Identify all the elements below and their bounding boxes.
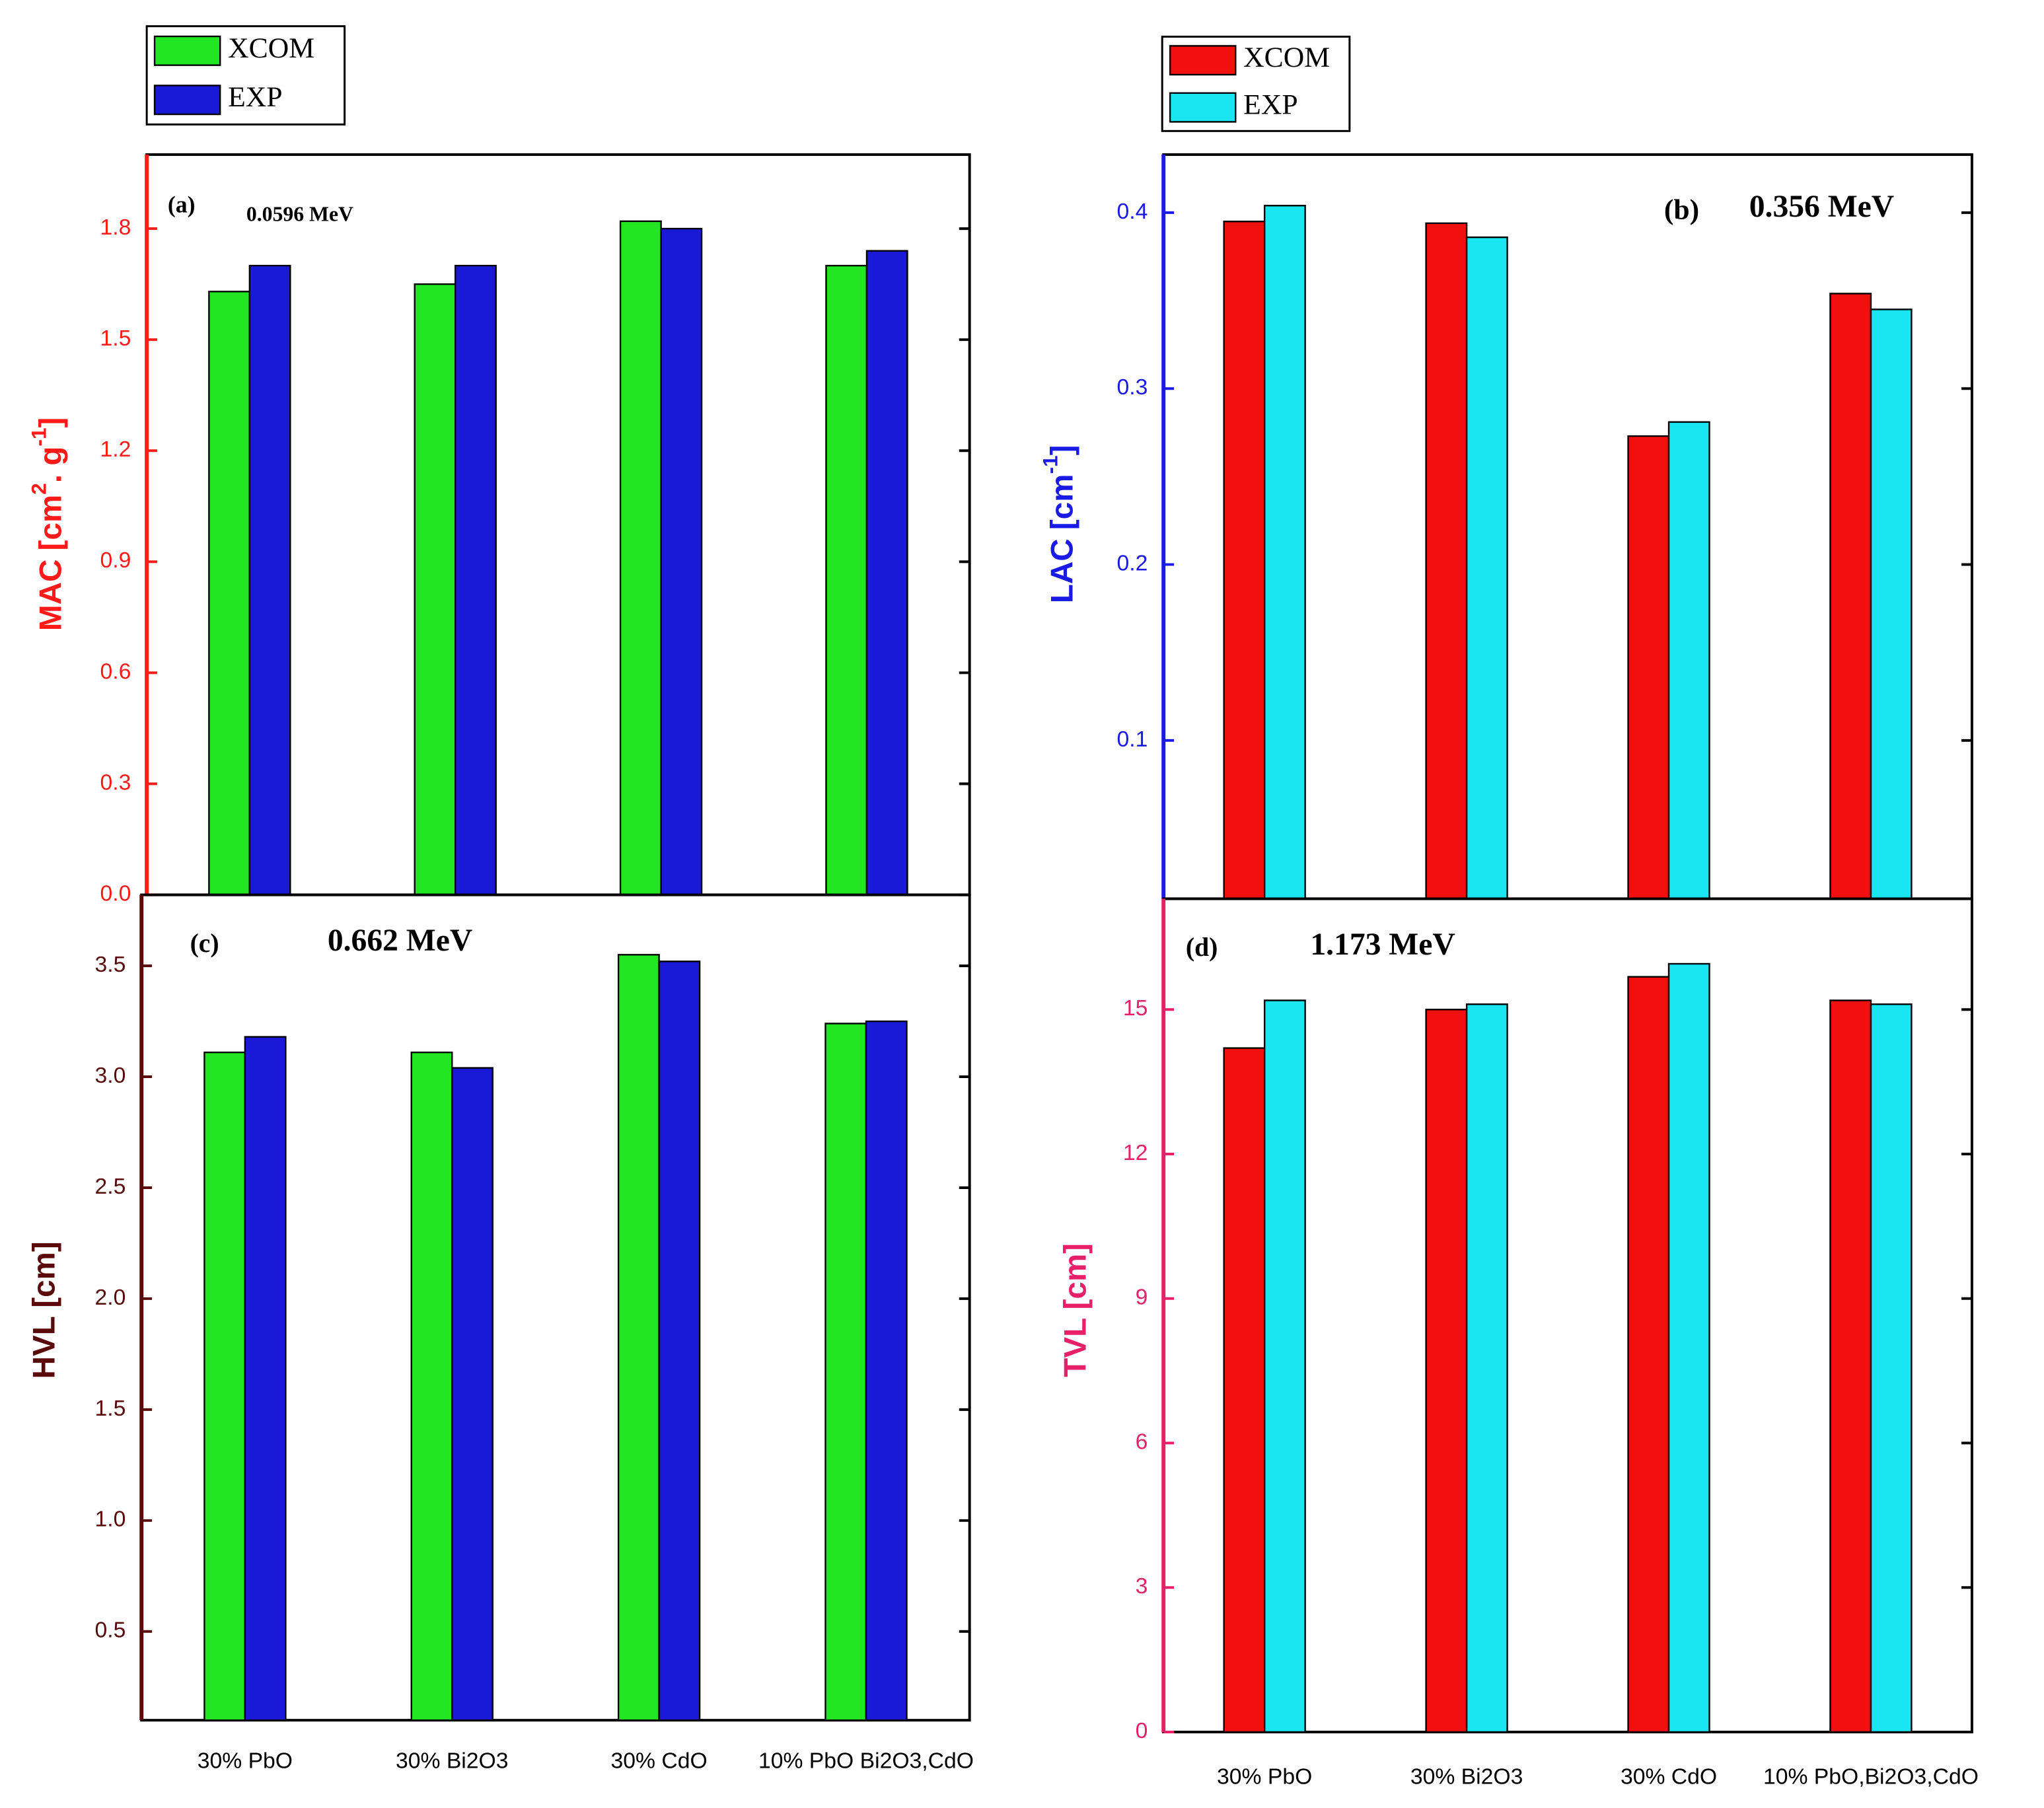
- y-axis-label-part: HVL [cm]: [26, 1241, 61, 1379]
- y-axis-label-part: . g: [33, 447, 68, 484]
- y-tick-label: 1.5: [100, 326, 131, 351]
- y-tick-label: 0.0: [100, 881, 131, 906]
- bar: [824, 1023, 867, 1721]
- y-tick-label: 3.0: [95, 1063, 126, 1088]
- bar: [658, 960, 701, 1721]
- bar: [1627, 435, 1670, 900]
- legend-label: EXP: [228, 81, 282, 113]
- bar: [203, 1051, 246, 1721]
- y-axis-label-part: 2: [27, 483, 51, 495]
- legend-label: XCOM: [1243, 42, 1330, 73]
- bar: [1263, 205, 1306, 900]
- panel-label: (d): [1186, 933, 1218, 962]
- energy-label: 0.662 MeV: [328, 923, 472, 958]
- bar: [865, 250, 908, 896]
- legend-swatch: [153, 85, 221, 116]
- bar: [1829, 293, 1872, 900]
- bar: [1870, 1003, 1913, 1733]
- x-tick-label: 30% Bi2O3: [396, 1748, 509, 1773]
- bar: [1223, 1047, 1266, 1733]
- y-tick-label: 0.3: [100, 770, 131, 795]
- y-axis-label-part: -1: [1039, 455, 1062, 474]
- energy-label: 1.173 MeV: [1310, 927, 1455, 962]
- y-axis-label-part: TVL [cm]: [1058, 1243, 1093, 1377]
- bar: [1829, 999, 1872, 1733]
- bar: [660, 227, 703, 896]
- panel-label: (a): [168, 192, 196, 218]
- y-axis-label-part: ]: [1044, 445, 1079, 455]
- x-tick-label: 10% PbO,Bi2O3,CdO: [1763, 1764, 1979, 1789]
- bar: [619, 220, 662, 896]
- y-tick-label: 0.3: [1117, 375, 1148, 400]
- bar: [825, 264, 868, 896]
- bar: [1425, 1009, 1468, 1733]
- bar: [1223, 221, 1266, 900]
- y-tick-label: 0.6: [100, 659, 131, 684]
- y-tick-label: 6: [1136, 1429, 1148, 1454]
- y-tick-label: 1.2: [100, 437, 131, 462]
- bar: [1263, 999, 1306, 1733]
- legend-label: XCOM: [228, 32, 314, 64]
- y-tick-label: 0.2: [1117, 550, 1148, 575]
- y-tick-label: 9: [1136, 1285, 1148, 1310]
- y-axis-label-part: LAC [cm: [1044, 474, 1079, 604]
- y-tick-label: 2.0: [95, 1285, 126, 1310]
- y-tick-label: 0.4: [1117, 199, 1148, 224]
- legend-swatch: [1169, 45, 1237, 76]
- bar: [244, 1036, 287, 1721]
- y-tick-label: 0.9: [100, 548, 131, 573]
- y-tick-label: 1.8: [100, 215, 131, 240]
- bar: [1870, 308, 1913, 900]
- x-tick-label: 30% CdO: [611, 1748, 708, 1773]
- y-axis-label: HVL [cm]: [26, 1241, 61, 1379]
- y-tick-label: 1.5: [95, 1396, 126, 1421]
- bar: [617, 954, 660, 1721]
- y-tick-label: 3: [1136, 1573, 1148, 1599]
- bar: [1667, 962, 1710, 1733]
- legend-swatch: [1169, 92, 1237, 123]
- legend-swatch: [153, 35, 221, 66]
- bar: [410, 1051, 453, 1721]
- bar: [451, 1067, 493, 1721]
- x-tick-label: 10% PbO Bi2O3,CdO: [758, 1748, 974, 1773]
- energy-label: 0.0596 MeV: [246, 203, 353, 226]
- bar: [1465, 236, 1508, 900]
- x-tick-label: 30% Bi2O3: [1410, 1764, 1523, 1789]
- bar: [865, 1020, 908, 1721]
- bar: [1425, 222, 1468, 900]
- y-axis-label: LAC [cm-1]: [1039, 445, 1079, 603]
- bar: [248, 264, 291, 896]
- legend-label: EXP: [1243, 89, 1297, 121]
- x-tick-label: 30% PbO: [1217, 1764, 1312, 1789]
- x-tick-label: 30% PbO: [198, 1748, 293, 1773]
- y-tick-label: 1.0: [95, 1507, 126, 1532]
- panel-label: (b): [1664, 194, 1699, 225]
- y-tick-label: 2.5: [95, 1174, 126, 1199]
- y-axis-label: TVL [cm]: [1058, 1243, 1093, 1377]
- bar: [1667, 421, 1710, 900]
- bar: [208, 291, 251, 896]
- y-axis-label: MAC [cm2. g-1]: [27, 417, 68, 631]
- energy-label: 0.356 MeV: [1749, 190, 1894, 224]
- y-axis-label-part: ]: [33, 417, 68, 428]
- x-tick-label: 30% CdO: [1621, 1764, 1717, 1789]
- y-tick-label: 0: [1136, 1718, 1148, 1743]
- y-tick-label: 0.1: [1117, 727, 1148, 752]
- y-tick-label: 3.5: [95, 952, 126, 977]
- bar: [1627, 976, 1670, 1733]
- y-axis-label-part: MAC [cm: [33, 495, 68, 631]
- panel-label: (c): [190, 929, 219, 958]
- y-tick-label: 15: [1123, 995, 1148, 1021]
- y-tick-label: 12: [1123, 1140, 1148, 1165]
- bar: [1465, 1003, 1508, 1733]
- bar: [455, 264, 497, 896]
- y-axis-label-part: -1: [27, 427, 51, 446]
- y-tick-label: 0.5: [95, 1618, 126, 1643]
- bar: [414, 283, 456, 896]
